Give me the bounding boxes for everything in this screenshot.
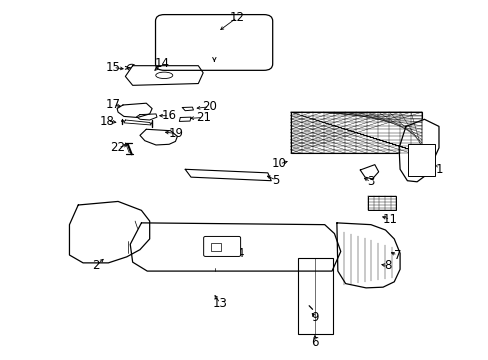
Polygon shape (123, 120, 151, 125)
Text: 6: 6 (311, 336, 318, 349)
Text: 5: 5 (272, 174, 279, 186)
Text: 14: 14 (154, 57, 169, 71)
Text: 15: 15 (105, 61, 121, 74)
Text: 8: 8 (384, 259, 391, 272)
Polygon shape (69, 202, 149, 263)
Polygon shape (179, 117, 191, 121)
Bar (290, 112, 421, 153)
Bar (367, 196, 395, 210)
Text: 17: 17 (105, 99, 121, 112)
Bar (211, 243, 221, 251)
Text: 1: 1 (434, 163, 442, 176)
Text: 18: 18 (100, 114, 115, 127)
Text: 7: 7 (393, 248, 401, 261)
Polygon shape (336, 223, 399, 288)
Text: 11: 11 (382, 213, 397, 226)
Polygon shape (182, 107, 193, 111)
Text: 13: 13 (212, 297, 227, 310)
Polygon shape (140, 129, 177, 145)
Polygon shape (398, 119, 438, 182)
Polygon shape (125, 66, 203, 85)
FancyBboxPatch shape (203, 237, 240, 256)
Text: 12: 12 (229, 11, 244, 24)
Text: 16: 16 (162, 109, 176, 122)
Text: 4: 4 (235, 247, 243, 260)
Text: 21: 21 (195, 111, 210, 124)
Text: 20: 20 (202, 100, 217, 113)
Text: 3: 3 (366, 175, 374, 188)
Text: 19: 19 (168, 127, 183, 140)
Text: 2: 2 (92, 259, 100, 272)
Polygon shape (185, 169, 271, 181)
Polygon shape (136, 114, 157, 120)
Bar (297, 257, 332, 334)
Text: 9: 9 (311, 311, 318, 324)
Polygon shape (360, 165, 378, 179)
Text: 22: 22 (110, 141, 125, 154)
Polygon shape (130, 223, 340, 271)
Polygon shape (117, 103, 152, 117)
Text: 10: 10 (271, 157, 286, 170)
FancyBboxPatch shape (155, 15, 272, 70)
Bar (407, 144, 434, 176)
